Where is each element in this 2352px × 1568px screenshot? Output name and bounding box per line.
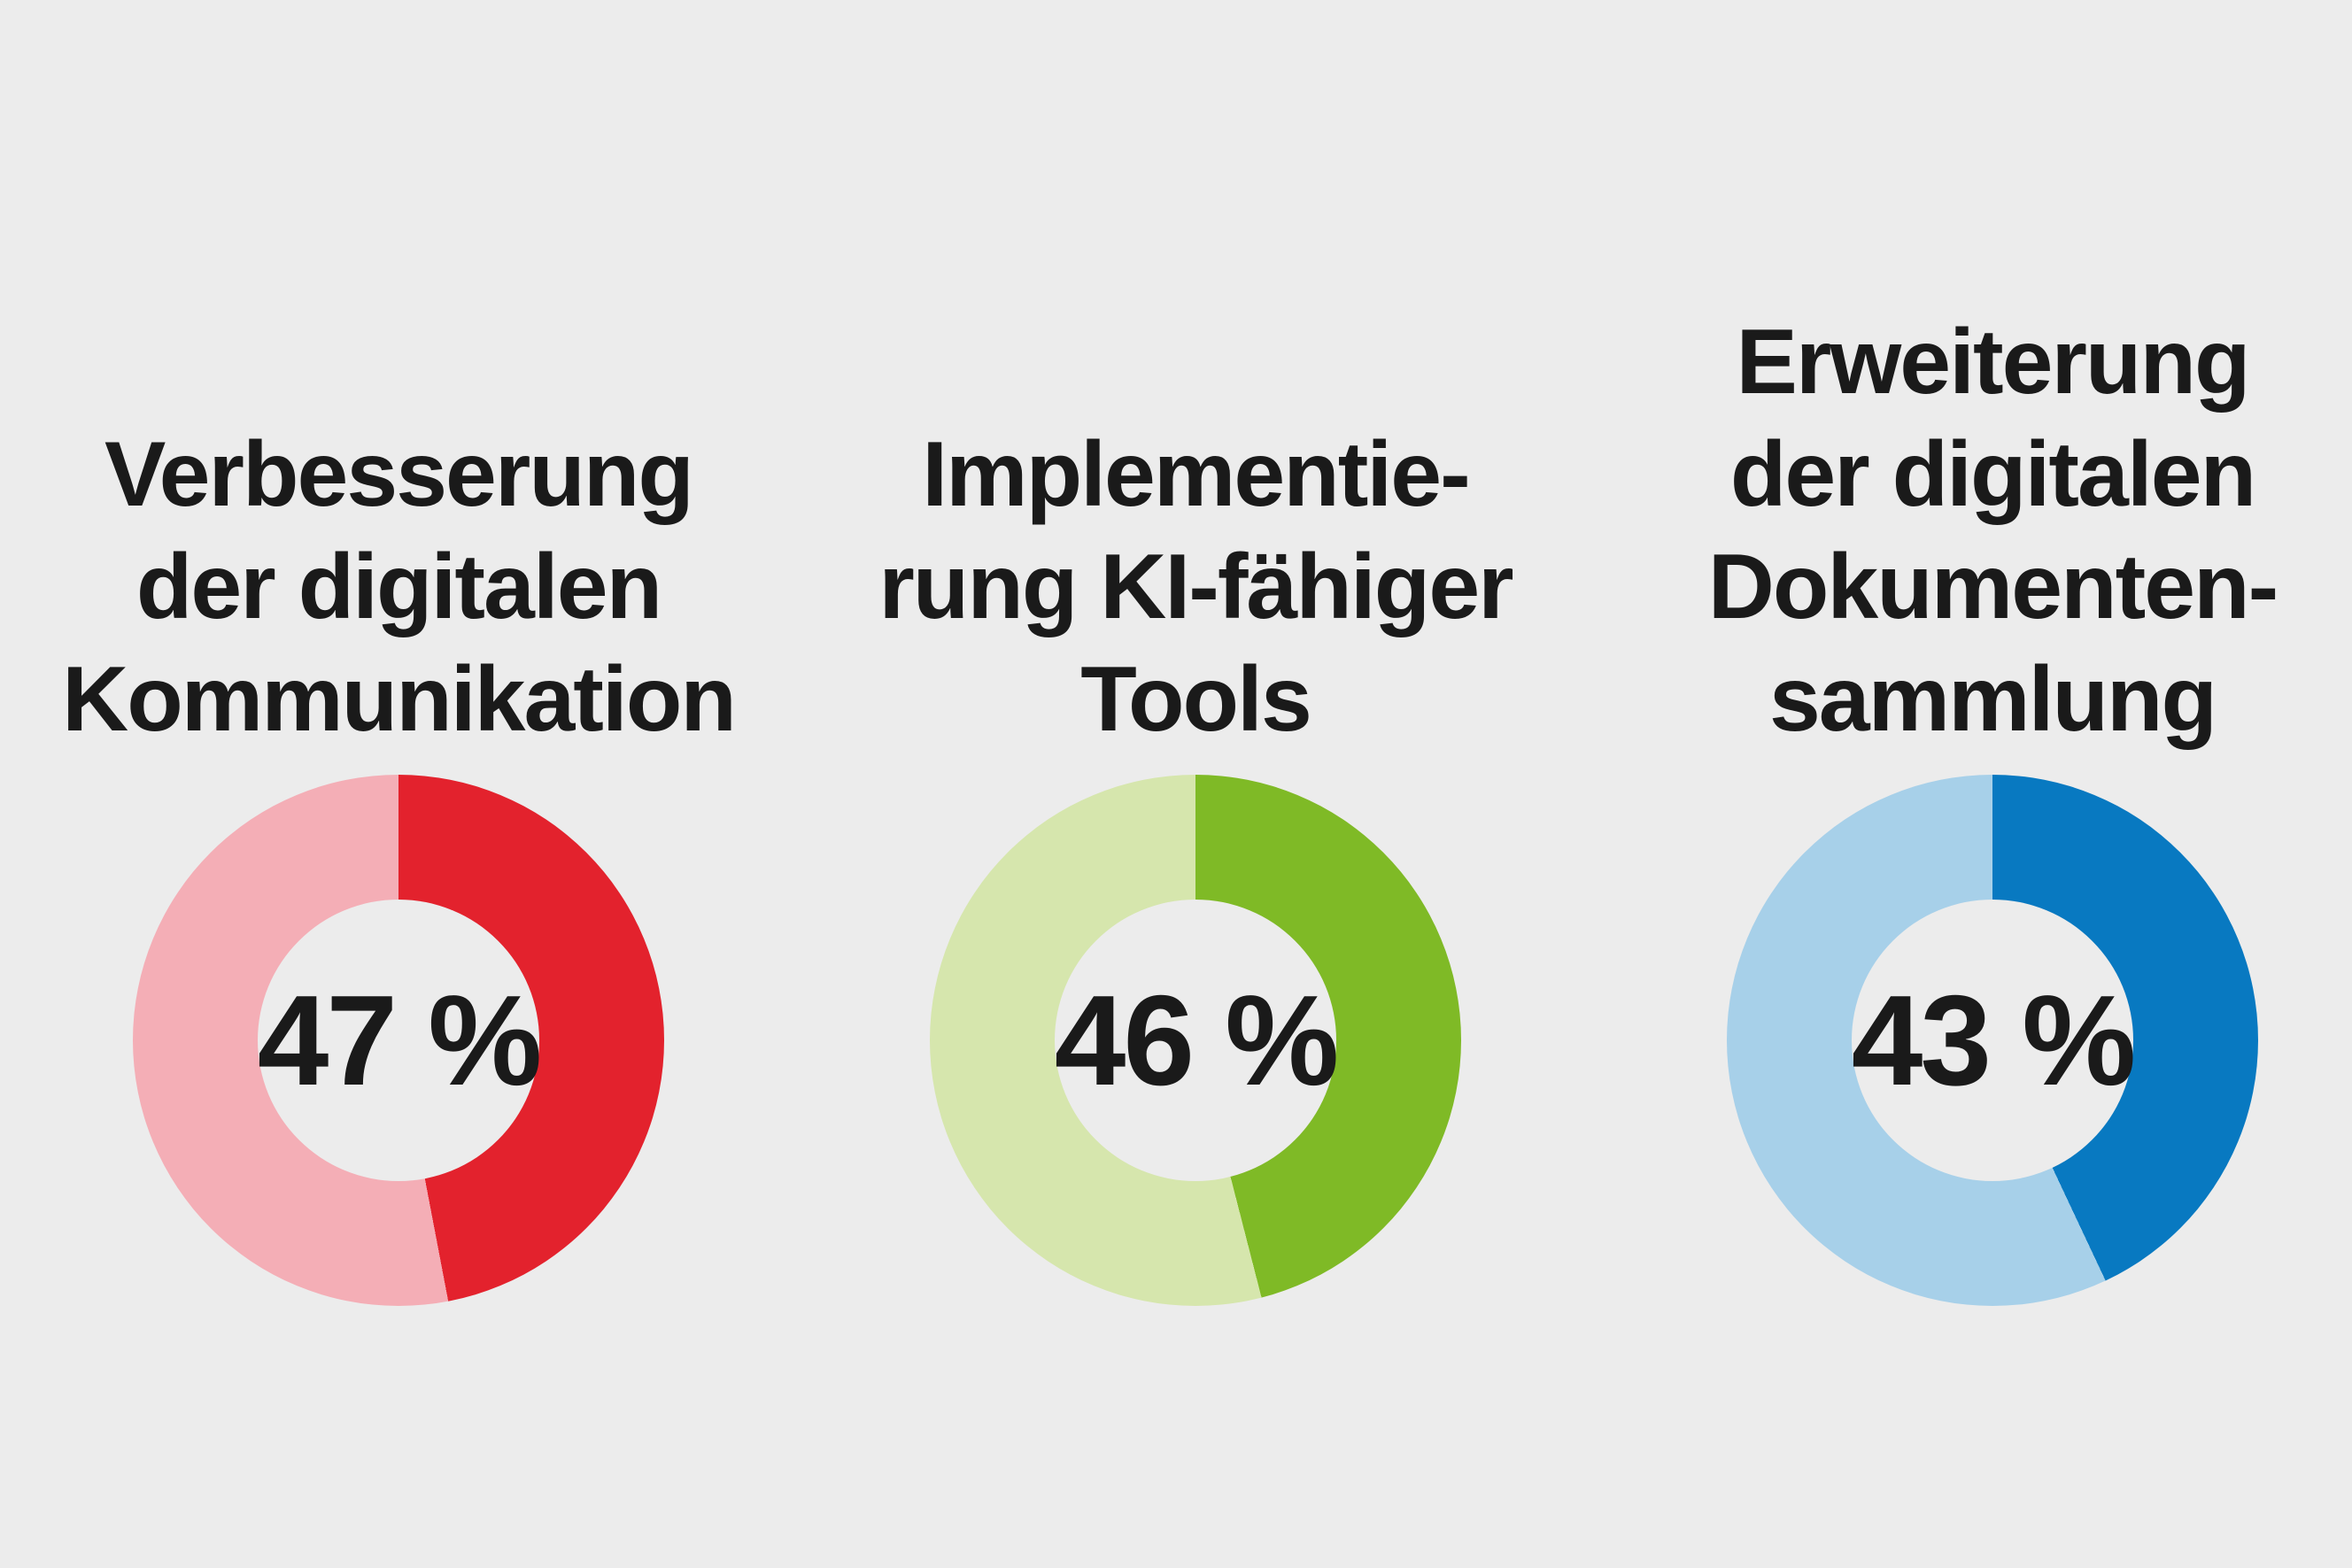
chart-title-communication: Verbesserung der digitalen Kommunikation <box>62 423 737 751</box>
percentage-value-ki-tools: 46 % <box>1054 968 1339 1112</box>
donut-chart-ki-tools: 46 % <box>930 775 1461 1306</box>
percentage-value-communication: 47 % <box>257 968 542 1112</box>
percentage-value-documents: 43 % <box>1851 968 2136 1112</box>
chart-column-ki-tools: Implementie- rung KI-fähiger Tools 46 % <box>797 0 1594 1568</box>
donut-chart-communication: 47 % <box>133 775 664 1306</box>
chart-title-ki-tools: Implementie- rung KI-fähiger Tools <box>878 423 1513 751</box>
chart-column-communication: Verbesserung der digitalen Kommunikation… <box>0 0 797 1568</box>
donut-hole: 46 % <box>1054 900 1339 1181</box>
donut-chart-documents: 43 % <box>1727 775 2258 1306</box>
chart-column-documents: Erweiterung der digitalen Dokumenten- sa… <box>1594 0 2352 1568</box>
donut-hole: 47 % <box>257 900 542 1181</box>
chart-title-documents: Erweiterung der digitalen Dokumenten- sa… <box>1707 311 2278 751</box>
donut-hole: 43 % <box>1851 900 2136 1181</box>
